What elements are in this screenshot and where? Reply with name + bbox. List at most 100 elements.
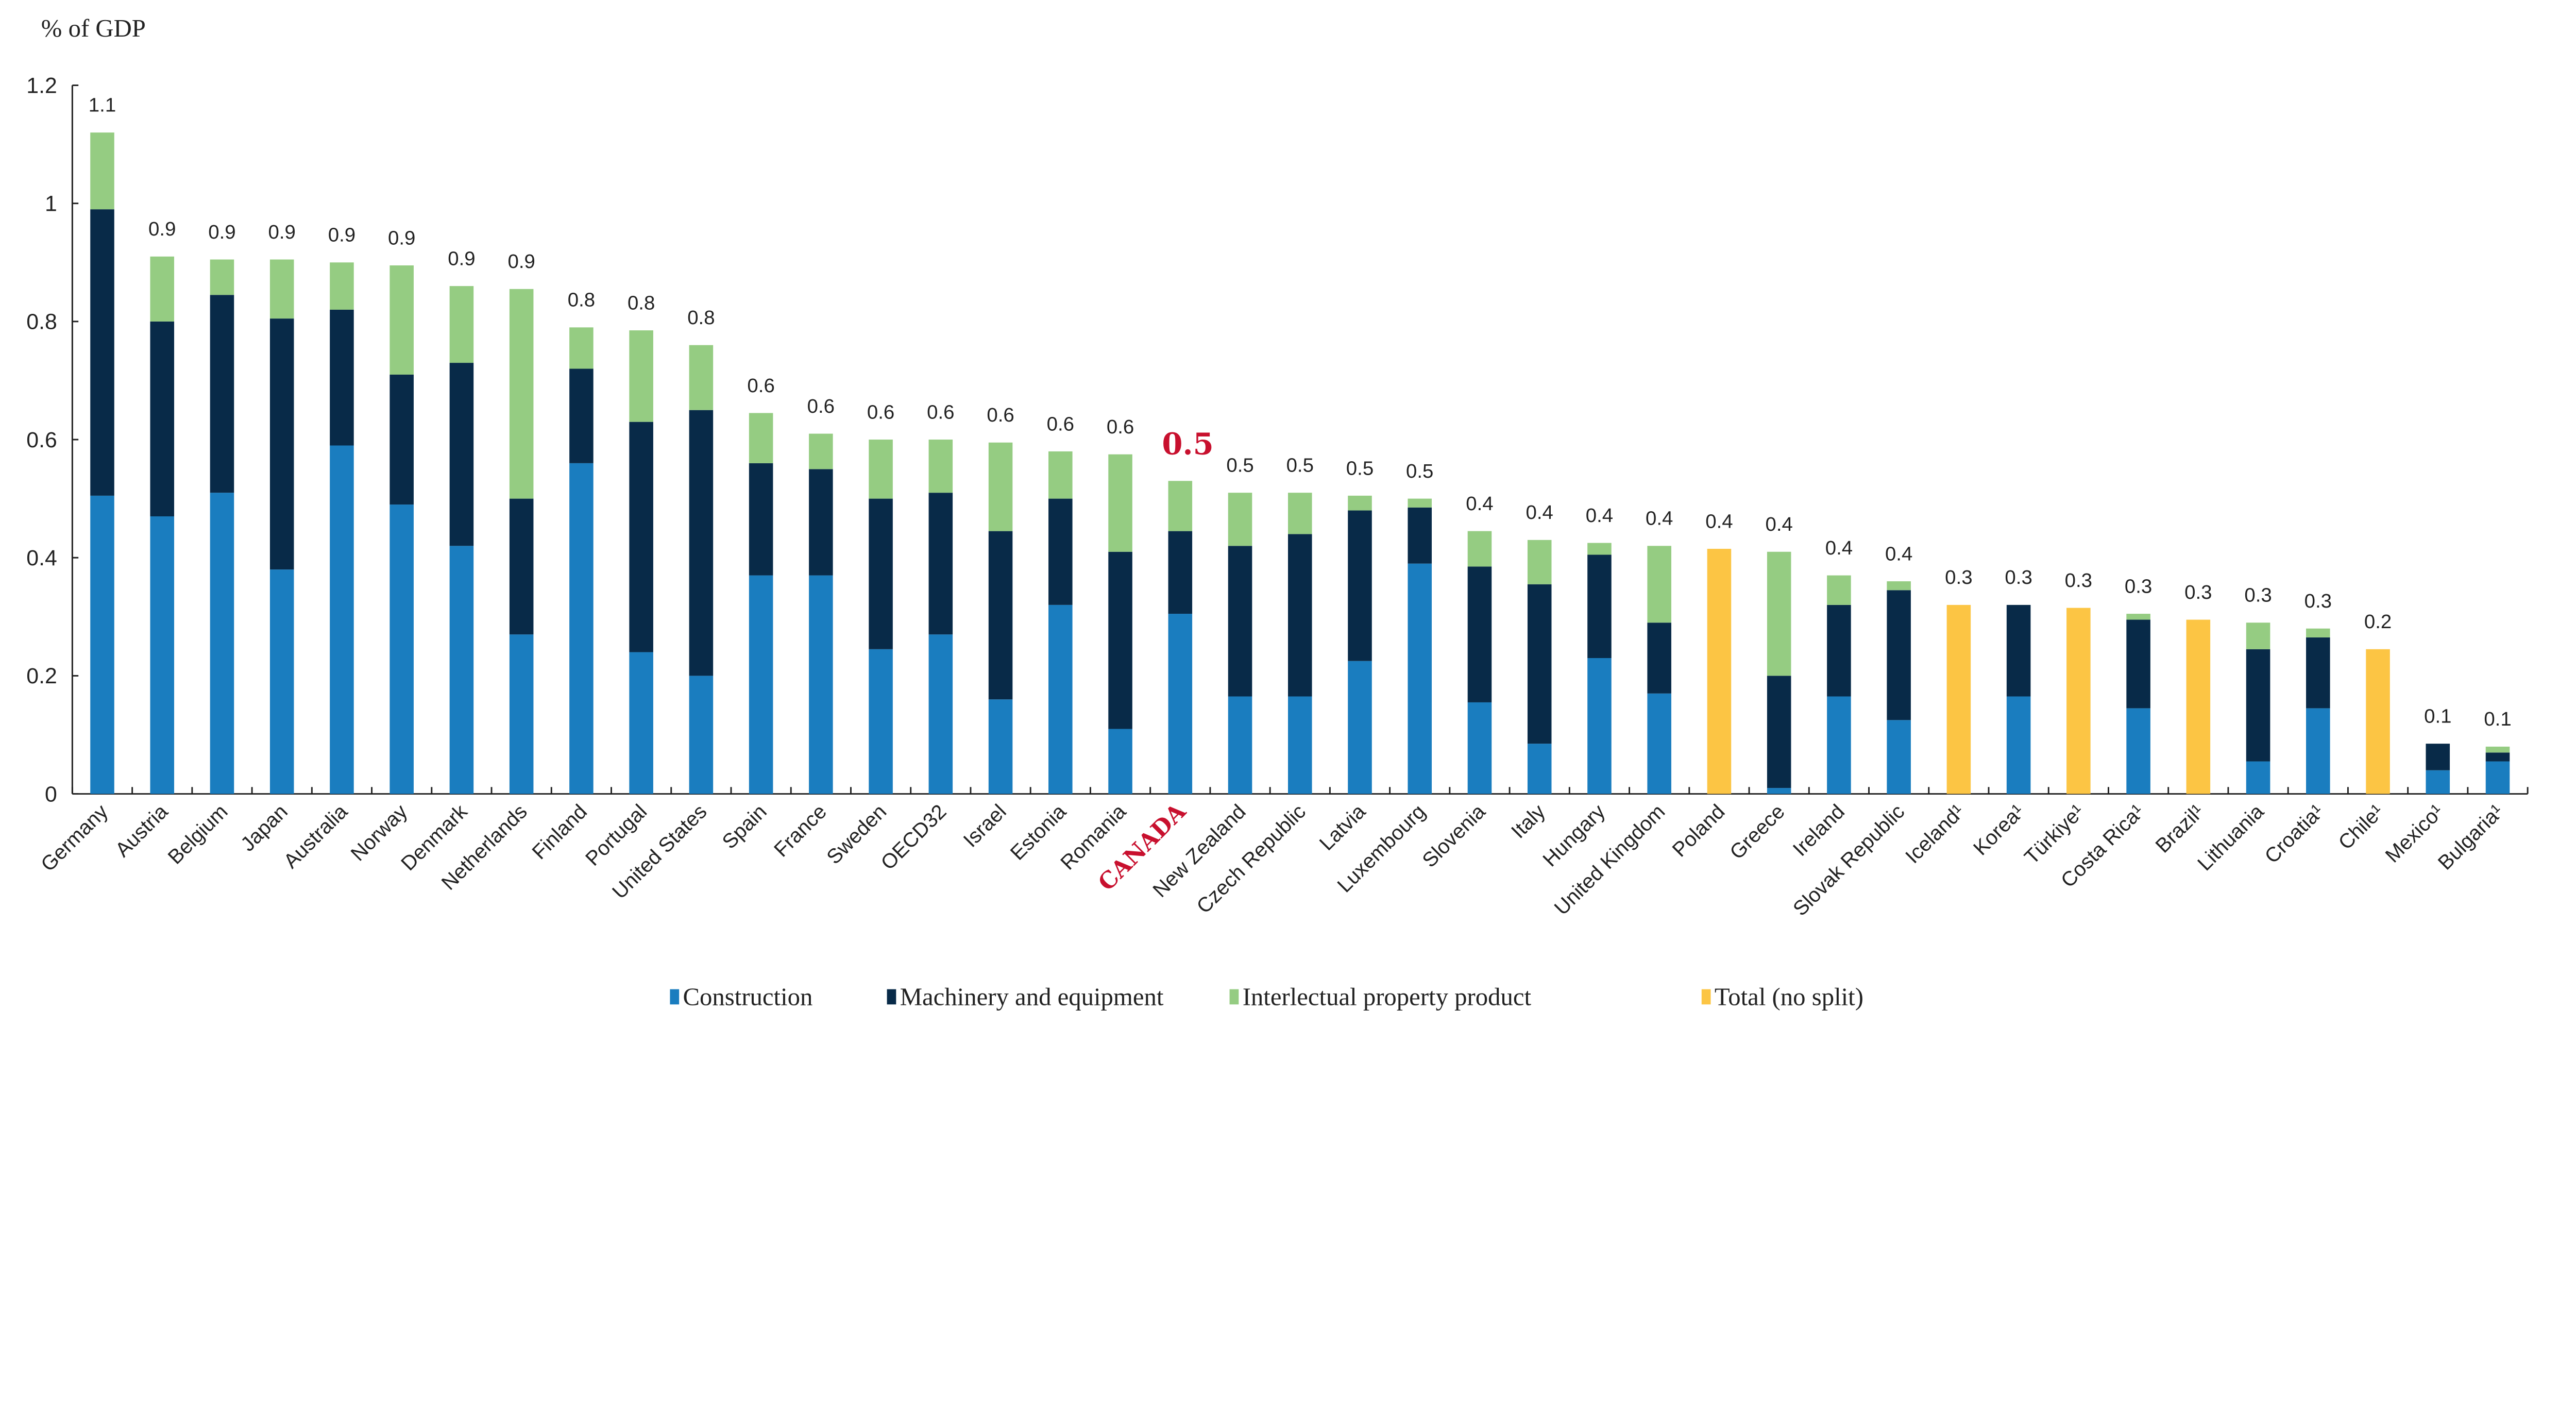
bar-segment-construction — [150, 516, 175, 794]
bar-segment-interlectual-property-product — [1168, 481, 1193, 531]
bar-segment-interlectual-property-product — [1527, 540, 1552, 584]
bar-segment-construction — [2246, 761, 2270, 794]
bar-segment-interlectual-property-product — [749, 413, 773, 463]
bar-segment-interlectual-property-product — [1767, 551, 1791, 676]
data-label: 0.6 — [807, 395, 835, 417]
y-tick-label: 0 — [45, 782, 57, 806]
bar-segment-machinery-and-equipment — [389, 374, 414, 505]
bar-segment-construction — [330, 445, 354, 794]
bar-segment-construction — [1287, 696, 1312, 794]
bar-segment-machinery-and-equipment — [988, 531, 1013, 700]
data-label: 0.6 — [987, 404, 1014, 426]
bar-segment-machinery-and-equipment — [330, 309, 354, 446]
data-label: 0.9 — [268, 221, 296, 243]
bar-segment-construction — [509, 634, 534, 794]
bar-segment-construction — [1587, 658, 1612, 794]
category-label: Germany — [37, 800, 112, 876]
bar-segment-construction — [629, 652, 653, 794]
bar-segment-machinery-and-equipment — [1587, 554, 1612, 659]
bar-segment-construction — [809, 575, 833, 794]
bar-segment-interlectual-property-product — [1647, 546, 1671, 623]
legend-label: Machinery and equipment — [900, 983, 1164, 1011]
data-label: 0.3 — [1945, 566, 1972, 588]
bar-segment-construction — [1408, 563, 1432, 794]
data-label: 0.9 — [208, 221, 235, 243]
bar-segment-total-no-split- — [2186, 619, 2211, 794]
bar-segment-interlectual-property-product — [1108, 454, 1132, 552]
bar-segment-machinery-and-equipment — [1168, 531, 1193, 614]
bar-segment-construction — [389, 504, 414, 794]
bar-segment-interlectual-property-product — [1348, 495, 1372, 511]
data-label: 0.3 — [2125, 575, 2152, 597]
category-label: Croatia¹ — [2261, 800, 2328, 868]
y-tick-label: 0.8 — [26, 310, 57, 334]
bar-segment-construction — [90, 495, 114, 794]
bar-segment-construction — [210, 493, 234, 794]
category-label: Slovenia — [1418, 800, 1490, 872]
bar-segment-machinery-and-equipment — [210, 295, 234, 493]
bar-segment-interlectual-property-product — [2246, 623, 2270, 649]
data-label: 0.6 — [1107, 416, 1134, 438]
data-label: 0.6 — [867, 401, 894, 423]
bar-segment-interlectual-property-product — [928, 440, 953, 493]
bar-segment-total-no-split- — [2366, 649, 2390, 794]
category-label: Italy — [1507, 800, 1550, 843]
legend-label: Interlectual property product — [1243, 983, 1532, 1011]
data-label: 1.1 — [89, 94, 116, 116]
bar-segment-total-no-split- — [1707, 549, 1732, 794]
legend-swatch — [670, 989, 680, 1005]
bar-segment-construction — [1168, 614, 1193, 794]
category-label: Greece — [1725, 800, 1789, 864]
bar-segment-machinery-and-equipment — [1527, 584, 1552, 744]
bar-segment-interlectual-property-product — [1887, 581, 1911, 591]
bar-segment-machinery-and-equipment — [449, 363, 474, 546]
bar-segment-machinery-and-equipment — [629, 422, 653, 652]
category-label: Lithuania — [2193, 800, 2268, 875]
bar-segment-construction — [988, 699, 1013, 794]
bar-segment-machinery-and-equipment — [2426, 744, 2450, 770]
bar-segment-machinery-and-equipment — [150, 321, 175, 516]
data-label: 0.8 — [628, 292, 655, 314]
bar-segment-interlectual-property-product — [988, 442, 1013, 531]
bar-segment-machinery-and-equipment — [749, 463, 773, 576]
bar-segment-machinery-and-equipment — [1408, 507, 1432, 564]
legend-swatch — [887, 989, 896, 1005]
data-label: 0.9 — [448, 247, 475, 270]
bar-segment-interlectual-property-product — [90, 132, 114, 210]
bar-segment-construction — [1647, 693, 1671, 794]
data-label: 0.8 — [687, 307, 715, 329]
bar-segment-construction — [928, 634, 953, 794]
bar-segment-interlectual-property-product — [2306, 628, 2330, 637]
bar-segment-total-no-split- — [1946, 604, 1971, 794]
bar-segment-interlectual-property-product — [1587, 543, 1612, 555]
bar-segment-construction — [1767, 788, 1791, 794]
bar-segment-machinery-and-equipment — [1228, 546, 1252, 697]
bar-segment-interlectual-property-product — [2485, 746, 2510, 753]
bar-segment-construction — [2126, 708, 2150, 794]
data-label: 0.3 — [2005, 566, 2032, 588]
bar-segment-machinery-and-equipment — [1108, 551, 1132, 729]
bar-segment-machinery-and-equipment — [689, 410, 714, 676]
bar-segment-interlectual-property-product — [809, 433, 833, 469]
data-label: 0.6 — [1047, 413, 1074, 435]
bar-segment-construction — [689, 676, 714, 794]
category-label: Iceland¹ — [1901, 800, 1969, 868]
bar-segment-machinery-and-equipment — [1827, 604, 1851, 697]
category-label: United Kingdom — [1550, 800, 1670, 920]
bar-segment-construction — [269, 569, 294, 794]
bar-segment-interlectual-property-product — [449, 286, 474, 363]
category-label: Poland — [1668, 800, 1730, 862]
bar-segment-machinery-and-equipment — [2006, 604, 2031, 697]
category-label: Ireland — [1789, 800, 1849, 861]
bar-segment-construction — [2006, 696, 2031, 794]
category-label: Belgium — [164, 800, 232, 869]
y-axis-unit-label: % of GDP — [41, 14, 146, 42]
data-label: 0.2 — [2364, 611, 2392, 633]
category-label: Latvia — [1315, 800, 1370, 855]
category-label: Korea¹ — [1969, 800, 2029, 860]
data-label: 0.6 — [927, 401, 954, 423]
legend-swatch — [1701, 989, 1711, 1005]
data-label: 0.4 — [1765, 513, 1792, 535]
bar-segment-machinery-and-equipment — [2246, 649, 2270, 762]
